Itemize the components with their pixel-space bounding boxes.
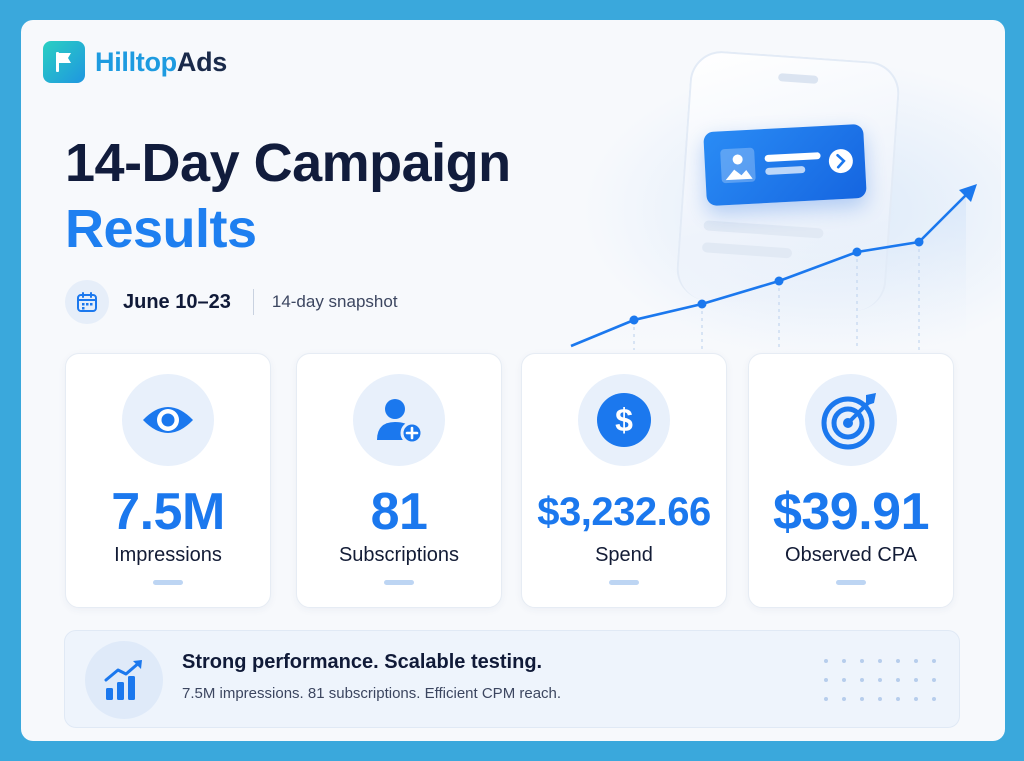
stat-label: Subscriptions: [338, 544, 460, 566]
dollar-icon: $: [578, 374, 670, 466]
brand-name-part2: Ads: [176, 46, 227, 77]
ad-banner-illustration: [703, 123, 867, 207]
date-row: June 10–23 14-day snapshot: [65, 280, 398, 324]
eye-icon: [122, 374, 214, 466]
page-subtitle: Results: [65, 199, 257, 259]
dot-pattern: [824, 659, 936, 701]
growth-line-illustration: [570, 184, 977, 360]
stat-card-subscriptions: 81 Subscriptions: [296, 353, 502, 608]
stat-accent-bar: [153, 580, 183, 585]
stat-accent-bar: [609, 580, 639, 585]
stat-value: $3,232.66: [537, 490, 711, 534]
stat-value: $39.91: [772, 483, 930, 541]
summary-banner: Strong performance. Scalable testing. 7.…: [64, 630, 960, 728]
summary-detail: 7.5M impressions. 81 subscriptions. Effi…: [182, 685, 562, 702]
brand-name-part1: Hilltop: [95, 46, 177, 77]
stat-card-cpa: $39.91 Observed CPA: [748, 353, 954, 608]
flag-icon: [43, 41, 85, 83]
stat-accent-bar: [384, 580, 414, 585]
stat-label: Impressions: [114, 544, 222, 566]
date-divider: [252, 289, 254, 315]
brand-logo: HilltopAds: [43, 41, 227, 83]
brand-name: HilltopAds: [95, 47, 227, 78]
growth-chart-icon: [85, 641, 163, 719]
svg-text:$: $: [615, 402, 633, 438]
stat-label: Observed CPA: [785, 544, 917, 566]
stat-value: 81: [370, 483, 428, 541]
user-plus-icon: [353, 374, 445, 466]
summary-headline: Strong performance. Scalable testing.: [182, 651, 543, 673]
stat-card-spend: $ $3,232.66 Spend: [521, 353, 727, 608]
stat-label: Spend: [595, 544, 653, 566]
phone-notch: [777, 73, 819, 84]
stat-accent-bar: [836, 580, 866, 585]
page-title: 14-Day Campaign: [65, 133, 511, 193]
stat-value: 7.5M: [111, 483, 225, 541]
stat-card-impressions: 7.5M Impressions: [65, 353, 271, 608]
snapshot-note: 14-day snapshot: [271, 292, 398, 311]
date-range: June 10–23: [123, 290, 231, 313]
campaign-results-card: HilltopAds 14-Day Campaign Results June …: [21, 20, 1005, 741]
calendar-icon: [65, 280, 109, 324]
target-icon: [805, 374, 897, 466]
